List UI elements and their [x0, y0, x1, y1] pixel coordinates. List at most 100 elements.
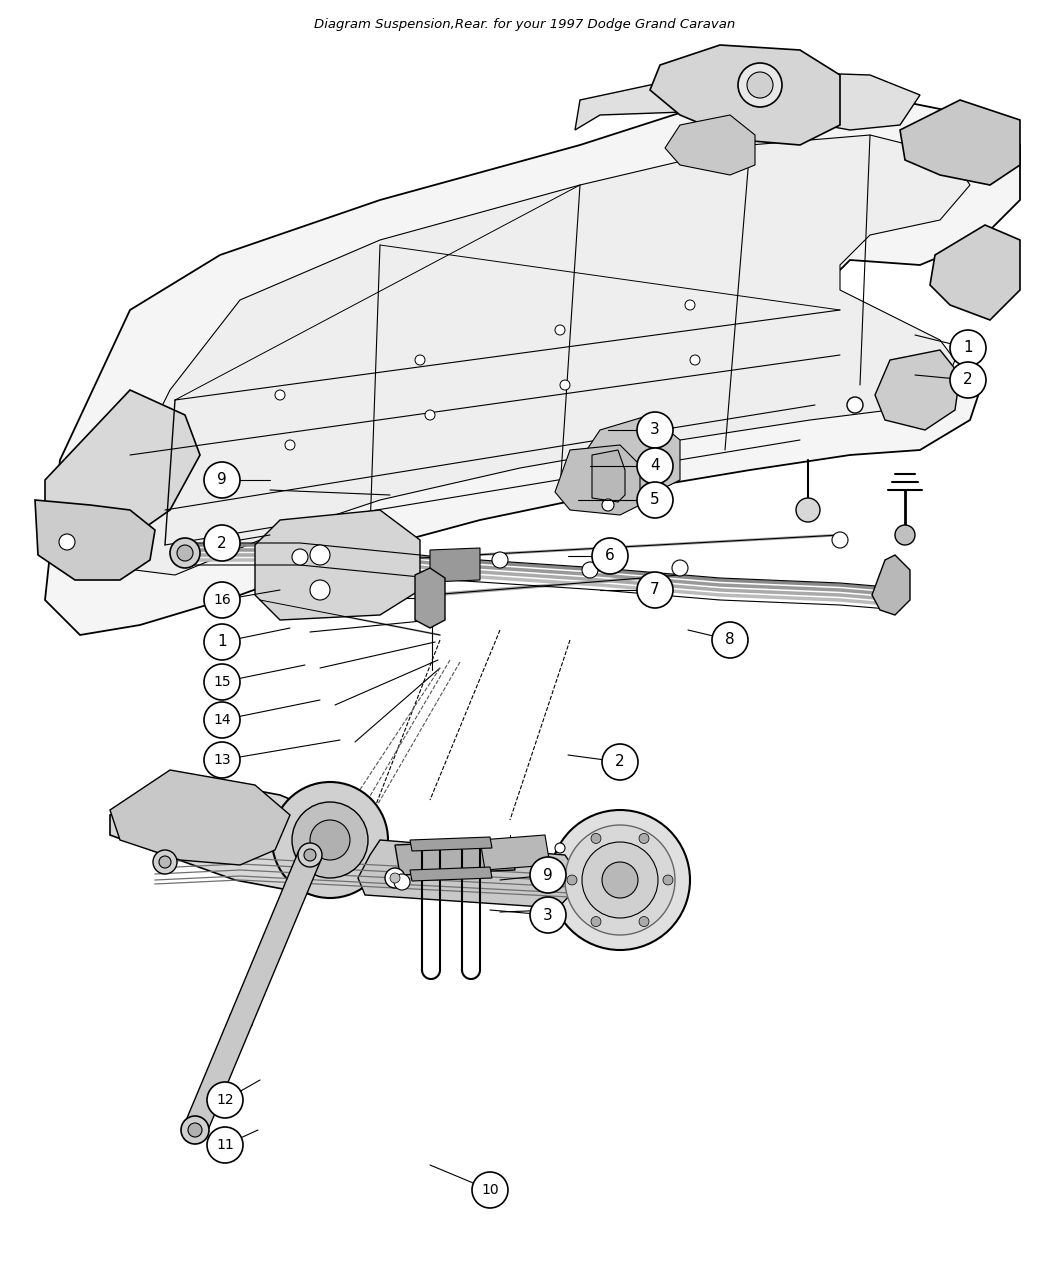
- Circle shape: [685, 300, 695, 310]
- Text: 7: 7: [650, 583, 659, 598]
- Text: 5: 5: [650, 492, 659, 507]
- Polygon shape: [872, 555, 910, 615]
- Circle shape: [672, 560, 688, 576]
- Circle shape: [385, 868, 405, 887]
- Polygon shape: [480, 835, 550, 870]
- Polygon shape: [555, 445, 640, 515]
- Circle shape: [204, 581, 240, 618]
- Circle shape: [637, 412, 673, 448]
- Polygon shape: [410, 867, 492, 881]
- Polygon shape: [930, 224, 1020, 320]
- Polygon shape: [575, 70, 920, 130]
- Text: 1: 1: [963, 340, 972, 356]
- Circle shape: [639, 917, 649, 927]
- Polygon shape: [592, 450, 625, 502]
- Circle shape: [204, 525, 240, 561]
- Text: 13: 13: [213, 754, 231, 768]
- Circle shape: [796, 499, 820, 521]
- Text: 10: 10: [481, 1183, 499, 1197]
- Circle shape: [602, 862, 638, 898]
- Polygon shape: [580, 414, 680, 495]
- Circle shape: [304, 849, 316, 861]
- Text: 2: 2: [615, 755, 625, 770]
- Text: 6: 6: [605, 548, 615, 564]
- Circle shape: [895, 525, 915, 544]
- Circle shape: [639, 834, 649, 844]
- Circle shape: [472, 1172, 508, 1207]
- Circle shape: [181, 1116, 209, 1144]
- Polygon shape: [184, 850, 321, 1135]
- Polygon shape: [110, 770, 290, 864]
- Circle shape: [275, 390, 285, 400]
- Circle shape: [637, 482, 673, 518]
- Circle shape: [592, 538, 628, 574]
- Circle shape: [188, 1123, 202, 1137]
- Circle shape: [565, 825, 675, 935]
- Circle shape: [298, 843, 322, 867]
- Circle shape: [602, 499, 614, 511]
- Circle shape: [637, 572, 673, 608]
- Polygon shape: [255, 510, 420, 620]
- Circle shape: [272, 782, 388, 898]
- Circle shape: [560, 380, 570, 390]
- Circle shape: [310, 820, 350, 861]
- Polygon shape: [415, 567, 445, 629]
- Polygon shape: [900, 99, 1020, 185]
- Text: 2: 2: [963, 372, 972, 388]
- Polygon shape: [358, 840, 575, 908]
- Text: 1: 1: [217, 635, 227, 649]
- Polygon shape: [395, 840, 514, 875]
- Circle shape: [747, 71, 773, 98]
- Polygon shape: [875, 351, 960, 430]
- Circle shape: [582, 562, 598, 578]
- Circle shape: [204, 623, 240, 660]
- Polygon shape: [35, 500, 155, 580]
- Circle shape: [950, 362, 986, 398]
- Text: 3: 3: [650, 422, 659, 437]
- Circle shape: [492, 552, 508, 567]
- Circle shape: [394, 873, 410, 890]
- Circle shape: [530, 857, 566, 892]
- Circle shape: [390, 873, 400, 884]
- Text: 9: 9: [217, 473, 227, 487]
- Circle shape: [555, 843, 565, 853]
- Circle shape: [847, 397, 863, 413]
- Circle shape: [663, 875, 673, 885]
- Circle shape: [602, 745, 638, 780]
- Circle shape: [310, 580, 330, 601]
- Circle shape: [292, 550, 308, 565]
- Text: 15: 15: [213, 674, 231, 688]
- Circle shape: [555, 325, 565, 335]
- Text: 12: 12: [216, 1093, 234, 1107]
- Polygon shape: [45, 96, 1020, 635]
- Circle shape: [310, 544, 330, 565]
- Text: 16: 16: [213, 593, 231, 607]
- Circle shape: [159, 856, 171, 868]
- Circle shape: [690, 354, 700, 365]
- Circle shape: [170, 538, 200, 567]
- Circle shape: [153, 850, 177, 873]
- Circle shape: [950, 330, 986, 366]
- Circle shape: [582, 842, 658, 918]
- Text: 11: 11: [216, 1139, 234, 1153]
- Circle shape: [738, 62, 782, 107]
- Circle shape: [567, 875, 578, 885]
- Circle shape: [207, 1127, 243, 1163]
- Circle shape: [591, 917, 601, 927]
- Circle shape: [712, 622, 748, 658]
- Circle shape: [637, 448, 673, 484]
- Circle shape: [530, 898, 566, 933]
- Circle shape: [285, 440, 295, 450]
- Polygon shape: [650, 45, 840, 145]
- Circle shape: [415, 354, 425, 365]
- Text: Diagram Suspension,Rear. for your 1997 Dodge Grand Caravan: Diagram Suspension,Rear. for your 1997 D…: [314, 18, 736, 31]
- Circle shape: [204, 703, 240, 738]
- Polygon shape: [45, 390, 200, 544]
- Circle shape: [591, 834, 601, 844]
- Circle shape: [292, 802, 368, 878]
- Text: 8: 8: [726, 632, 735, 648]
- Circle shape: [207, 1082, 243, 1118]
- Polygon shape: [665, 115, 755, 175]
- Polygon shape: [110, 135, 970, 575]
- Circle shape: [550, 810, 690, 950]
